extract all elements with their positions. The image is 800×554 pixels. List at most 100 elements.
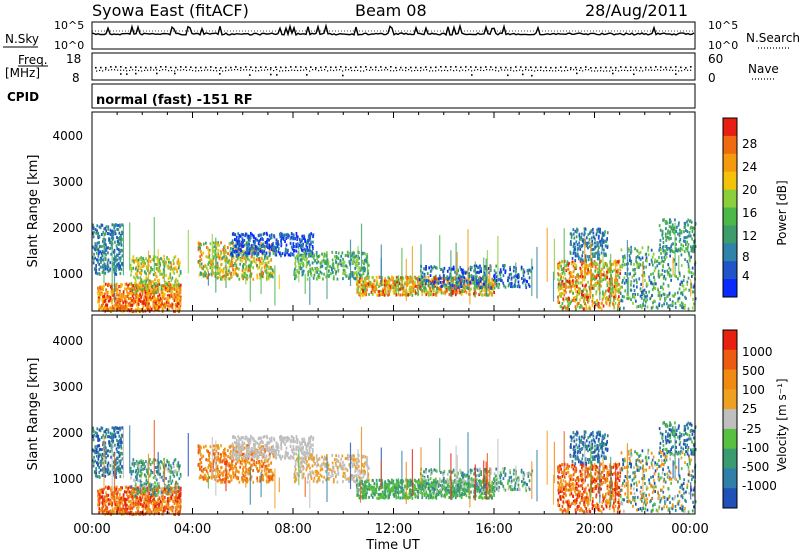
power-cell: [270, 267, 272, 270]
power-cell: [173, 259, 175, 262]
power-cell: [107, 268, 109, 271]
power-cell: [606, 237, 608, 240]
freq-point: [575, 67, 577, 69]
power-cell: [692, 298, 694, 301]
power-cell: [313, 277, 315, 280]
power-cell: [98, 272, 100, 275]
freq-point: [320, 67, 322, 69]
power-cell: [231, 263, 233, 266]
nave-point: [627, 70, 628, 71]
power-cell: [331, 251, 333, 254]
power-cell: [153, 273, 155, 276]
power-cell: [166, 301, 168, 304]
power-cell: [558, 280, 560, 283]
power-cell: [347, 274, 349, 277]
power-cell: [581, 273, 583, 276]
power-cell: [632, 295, 634, 298]
power-cell: [167, 296, 169, 299]
power-streak: [615, 259, 616, 297]
power-cell: [690, 256, 692, 259]
power-cell: [249, 239, 251, 242]
freq-point: [570, 67, 572, 69]
nave-point: [183, 69, 184, 70]
power-cell: [624, 256, 626, 259]
power-cell: [440, 281, 442, 284]
power-cell: [248, 269, 250, 272]
power-cell: [502, 264, 504, 267]
nave-point: [501, 69, 502, 70]
freq-point: [685, 67, 687, 69]
power-cell: [180, 272, 182, 275]
power-cell: [457, 291, 459, 294]
power-cell: [323, 260, 325, 263]
power-cell: [299, 238, 301, 241]
power-cell: [617, 308, 619, 311]
power-cell: [372, 288, 374, 291]
power-cell: [164, 302, 166, 305]
power-cell: [266, 252, 268, 255]
power-streak: [673, 257, 674, 275]
nave-point: [528, 70, 529, 71]
power-cell: [560, 265, 562, 268]
power-cell: [583, 307, 585, 310]
power-cell: [690, 235, 692, 238]
power-cell: [331, 268, 333, 271]
power-cell: [93, 258, 95, 261]
power-cell: [572, 285, 574, 288]
power-cell: [100, 287, 102, 290]
power-cell: [354, 272, 356, 275]
power-cell: [297, 271, 299, 274]
power-cell: [109, 238, 111, 241]
nave-point: [321, 70, 322, 71]
power-cell: [528, 272, 530, 275]
power-cell: [582, 284, 584, 287]
power-cell: [581, 236, 583, 239]
nave-point: [447, 70, 448, 71]
power-cell: [659, 243, 661, 246]
power-cell: [366, 288, 368, 291]
nave-point: [141, 70, 142, 71]
power-cell: [145, 291, 147, 294]
power-cell: [120, 285, 122, 288]
freq-point: [240, 67, 242, 69]
power-cell: [605, 254, 607, 257]
power-cell: [633, 279, 635, 282]
power-cell: [587, 281, 589, 284]
nave-point: [675, 73, 677, 75]
power-cell: [595, 265, 597, 268]
power-cell: [456, 289, 458, 292]
power-cell: [582, 259, 584, 262]
power-cell: [560, 278, 562, 281]
power-cell: [494, 274, 496, 277]
power-cell: [159, 264, 161, 267]
power-cell: [334, 255, 336, 258]
power-cell: [688, 307, 690, 310]
freq-point: [365, 66, 367, 68]
power-cell: [663, 245, 665, 248]
power-cell: [168, 267, 170, 270]
power-cell: [562, 272, 564, 275]
power-cell: [105, 283, 107, 286]
power-cell: [684, 240, 686, 243]
nave-point: [234, 69, 235, 70]
freq-point: [380, 66, 382, 68]
power-cell: [152, 268, 154, 271]
power-cell: [578, 290, 580, 293]
power-cell: [645, 266, 647, 269]
power-cell: [345, 254, 347, 257]
freq-point: [325, 66, 327, 68]
power-cell: [279, 233, 281, 236]
power-cell: [155, 273, 157, 276]
power-cell: [118, 262, 120, 265]
nave-point: [417, 70, 418, 71]
power-cell: [660, 239, 662, 242]
power-cell: [428, 284, 430, 287]
power-cell: [446, 290, 448, 293]
noise-right-bottom-tick: 10^0: [708, 39, 738, 52]
freq-point: [160, 66, 162, 68]
power-cell: [653, 253, 655, 256]
freq-point: [565, 66, 567, 68]
nave-point: [222, 70, 223, 71]
power-cell: [309, 268, 311, 271]
